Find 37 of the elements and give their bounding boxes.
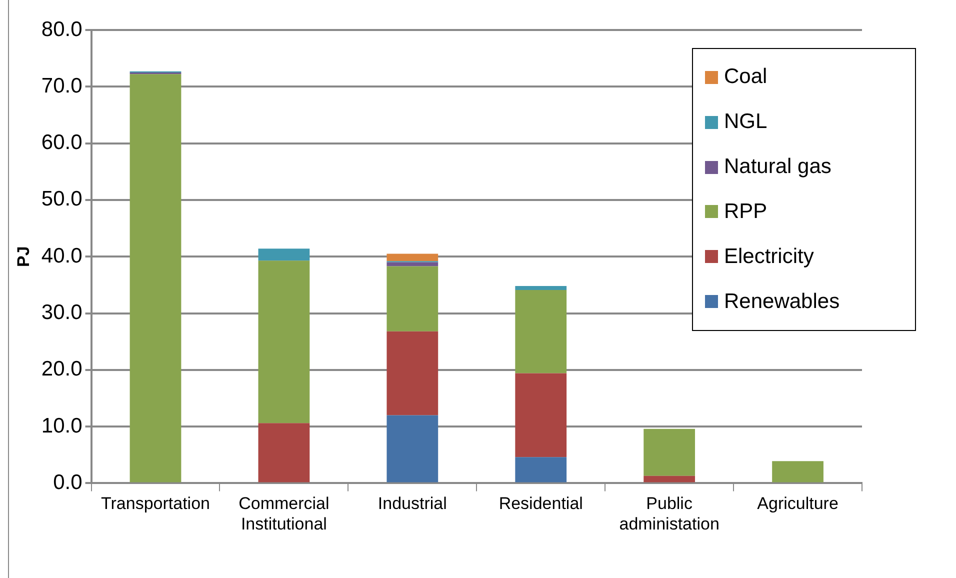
bar xyxy=(515,373,567,458)
y-tick-label: 50.0 xyxy=(41,188,82,211)
y-tick-label: 20.0 xyxy=(41,358,82,381)
bar xyxy=(644,428,696,476)
legend-label: Coal xyxy=(724,65,768,90)
x-tick-label: Residential xyxy=(498,494,583,514)
legend-label: Natural gas xyxy=(724,155,832,180)
x-tick-label: Commercial Institutional xyxy=(238,494,330,534)
y-axis-title: PJ xyxy=(14,246,33,267)
y-tick-label: 10.0 xyxy=(41,414,82,438)
legend-label: NGL xyxy=(724,110,768,134)
x-tick-label: Transportation xyxy=(101,494,210,514)
bar xyxy=(386,254,438,262)
y-tick-label: 80.0 xyxy=(41,18,82,41)
y-tick-label: 40.0 xyxy=(41,244,82,268)
y-tick-label: 30.0 xyxy=(41,301,82,324)
bar xyxy=(258,260,310,424)
x-tick-label: Industrial xyxy=(378,494,447,514)
bar xyxy=(644,476,696,482)
legend-label: Renewables xyxy=(724,290,840,314)
bar xyxy=(386,266,438,332)
y-tick-label: 0.0 xyxy=(53,470,82,494)
bar xyxy=(258,423,310,482)
legend-label: RPP xyxy=(724,200,768,224)
x-tick-label: Public administation xyxy=(619,494,720,534)
bar xyxy=(772,461,824,482)
bar xyxy=(515,290,567,374)
y-tick-label: 70.0 xyxy=(41,74,82,98)
bar xyxy=(258,248,310,261)
x-tick-label: Agriculture xyxy=(757,494,838,514)
bar xyxy=(386,415,438,482)
legend-label: Electricity xyxy=(724,244,814,269)
bar xyxy=(130,74,182,482)
bar xyxy=(515,457,567,482)
bar xyxy=(386,331,438,416)
bar xyxy=(515,286,567,290)
y-tick-label: 60.0 xyxy=(41,131,82,154)
